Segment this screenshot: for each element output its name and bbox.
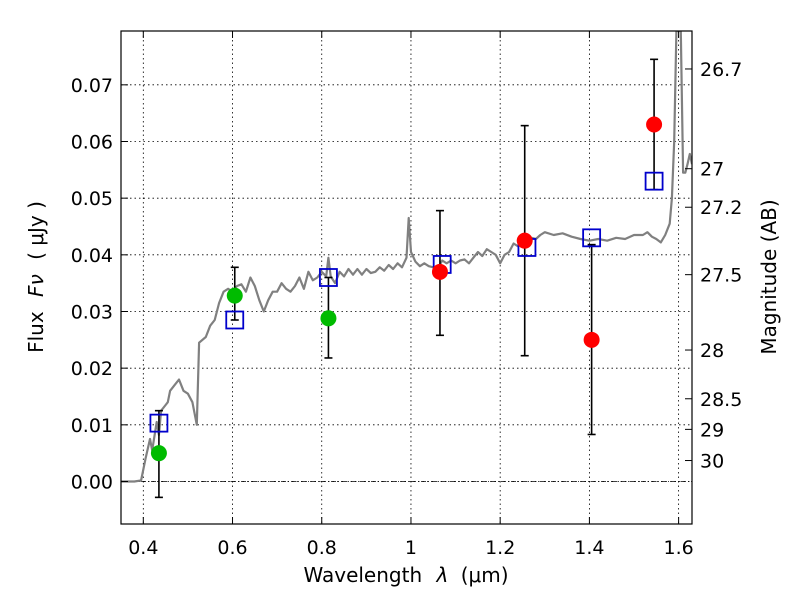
x-axis-label-unit: (μm)	[461, 563, 509, 587]
x-axis-label-text: Wavelength	[303, 563, 422, 587]
x-axis-label: Wavelength λ (μm)	[303, 563, 508, 587]
model-band-marker	[149, 413, 169, 433]
y-tick-label: 0.07	[71, 75, 113, 97]
y-tick-label: 0.03	[71, 302, 113, 324]
y2-tick-label: 29	[700, 419, 724, 441]
y2-tick-label: 28	[700, 340, 724, 362]
y2-tick-label: 26.7	[700, 59, 742, 81]
photometry-point	[320, 310, 337, 327]
x-tick-label: 0.4	[128, 537, 158, 559]
photometry-point	[150, 445, 167, 462]
x-tick-label: 1.4	[574, 537, 604, 559]
y2-tick-label: 27	[700, 159, 724, 181]
x-axis-label-symbol: λ	[436, 563, 449, 587]
y-axis-label-text: Flux	[24, 311, 48, 353]
y-tick-label: 0.00	[71, 472, 113, 494]
x-tick-label: 1	[405, 537, 417, 559]
model-band-marker	[319, 268, 338, 287]
y-tick-label: 0.01	[71, 415, 113, 437]
x-tick-label: 1.2	[485, 537, 515, 559]
plot-area	[121, 31, 692, 499]
plot-frame	[120, 30, 693, 525]
y2-tick-label: 27.5	[700, 265, 742, 287]
photometry-point	[431, 263, 448, 280]
y-tick-label: 0.05	[71, 188, 113, 210]
y-tick-label: 0.04	[71, 245, 113, 267]
model-band-marker	[225, 310, 245, 330]
data-layer	[121, 31, 692, 499]
y2-tick-label: 30	[700, 451, 724, 473]
photometry-point	[226, 287, 243, 304]
x-tick-label: 1.6	[664, 537, 694, 559]
axes: 0.4 0.6 0.8 1 1.2 1.4 1.6 0.00 0.01 0.02 0.03 0.04 0…	[71, 31, 742, 559]
x-tick-label: 0.6	[217, 537, 247, 559]
plot-background	[121, 31, 692, 524]
y-tick-label: 0.06	[71, 132, 113, 154]
spectrum-line	[121, 31, 692, 483]
y-axis-label: Flux Fν ( μJy )	[24, 201, 48, 353]
y2-axis-label: Magnitude (AB)	[757, 199, 781, 354]
x-tick-label: 0.8	[307, 537, 337, 559]
y-tick-label: 0.02	[71, 358, 113, 380]
y-axis-label-symbol: Fν	[24, 274, 48, 297]
model-band-marker	[644, 171, 664, 191]
y2-tick-label: 28.5	[700, 389, 742, 411]
model-band-marker	[582, 228, 602, 248]
y2-tick-label: 27.2	[700, 197, 742, 219]
y-axis-label-unit: ( μJy )	[24, 201, 48, 260]
photometry-point	[516, 232, 533, 249]
photometry-point	[583, 331, 600, 348]
photometry-point	[646, 116, 663, 133]
